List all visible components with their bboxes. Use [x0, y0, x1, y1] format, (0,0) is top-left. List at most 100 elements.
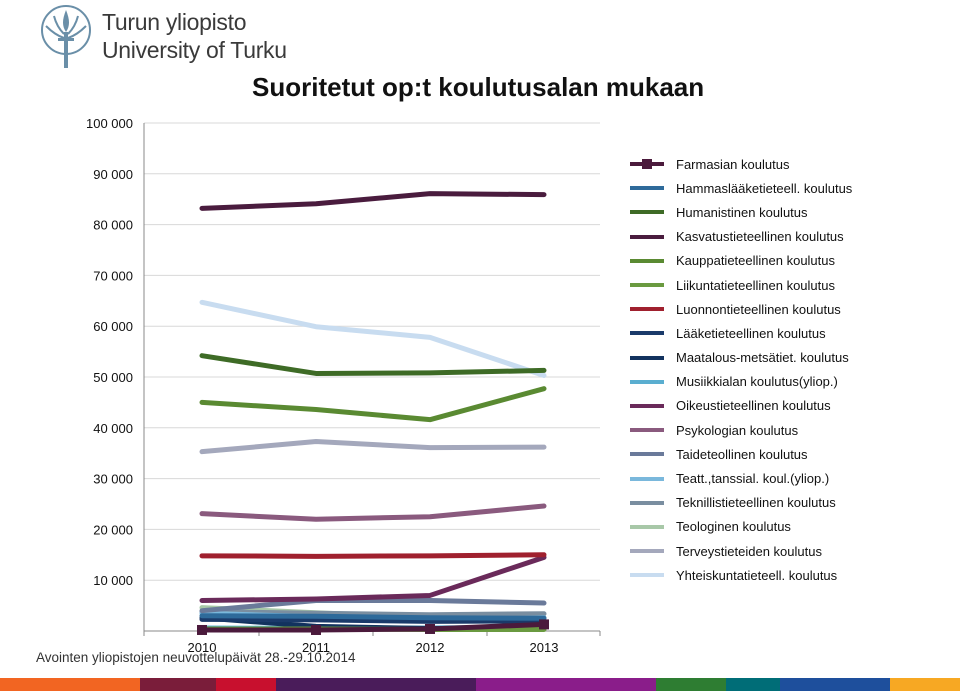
- series-line: [199, 616, 547, 624]
- logo-text-english: University of Turku: [102, 37, 287, 63]
- legend-item: Farmasian koulutus: [630, 152, 950, 176]
- y-tick-label: 20 000: [93, 522, 133, 537]
- legend-swatch: [630, 307, 664, 312]
- series-line: [199, 299, 547, 378]
- tick-labels: 10 000 20 000 30 000 40 000 50 000 60 000 70 0…: [86, 116, 558, 655]
- legend-label: Oikeustieteellinen koulutus: [676, 398, 831, 414]
- legend-label: Liikuntatieteellinen koulutus: [676, 277, 835, 293]
- legend-label: Teatt.,tanssial. koul.(yliop.): [676, 471, 830, 487]
- y-tick-label: 60 000: [93, 319, 133, 334]
- legend-swatch: [630, 283, 664, 288]
- legend-swatch: [630, 159, 664, 170]
- series-marker: [311, 624, 321, 635]
- footer-text: Avointen yliopistojen neuvottelupäivät 2…: [36, 650, 356, 665]
- legend-swatch: [630, 500, 664, 505]
- legend-swatch: [630, 331, 664, 336]
- x-tick-label: 2012: [416, 640, 445, 655]
- legend-item: Teknillistieteellinen koulutus: [630, 491, 950, 515]
- legend-item: Lääketieteellinen koulutus: [630, 321, 950, 345]
- legend-swatch: [630, 355, 664, 360]
- chart-title: Suoritetut op:t koulutusalan mukaan: [252, 72, 705, 102]
- x-tick-label: 2011: [302, 640, 330, 655]
- y-tick-label: 50 000: [93, 370, 133, 385]
- color-bar-segment: [780, 678, 890, 691]
- legend-item: Musiikkialan koulutus(yliop.): [630, 370, 950, 394]
- legend-item: Maatalous-metsätiet. koulutus: [630, 346, 950, 370]
- legend-label: Maatalous-metsätiet. koulutus: [676, 350, 849, 366]
- legend-swatch: [630, 210, 664, 215]
- legend-swatch: [630, 476, 664, 481]
- legend-item: Liikuntatieteellinen koulutus: [630, 273, 950, 297]
- x-tick-label: 2013: [530, 640, 559, 655]
- legend-label: Humanistinen koulutus: [676, 204, 808, 220]
- series-line: [199, 552, 547, 559]
- series-lines: [197, 191, 549, 635]
- legend-label: Teknillistieteellinen koulutus: [676, 495, 836, 511]
- legend-label: Hammaslääketieteell. koulutus: [676, 180, 853, 196]
- series-line: [199, 621, 547, 633]
- series-line: [199, 191, 547, 211]
- legend-item: Kauppatieteellinen koulutus: [630, 249, 950, 273]
- legend-item: Yhteiskuntatieteell. koulutus: [630, 563, 950, 587]
- legend-swatch: [630, 573, 664, 578]
- legend-swatch: [630, 403, 664, 408]
- legend-label: Kauppatieteellinen koulutus: [676, 253, 836, 269]
- university-logo: Turun yliopisto University of Turku: [36, 4, 287, 70]
- legend-item: Hammaslääketieteell. koulutus: [630, 176, 950, 200]
- legend-label: Psykologian koulutus: [676, 422, 799, 438]
- series-line: [199, 353, 547, 376]
- y-tick-label: 10 000: [93, 573, 133, 588]
- series-line: [199, 439, 547, 455]
- y-tick-label: 80 000: [93, 218, 133, 233]
- legend-item: Taideteollinen koulutus: [630, 442, 950, 466]
- legend-item: Psykologian koulutus: [630, 418, 950, 442]
- gridlines: [144, 122, 600, 632]
- legend-label: Luonnontieteellinen koulutus: [676, 301, 841, 317]
- legend-label: Musiikkialan koulutus(yliop.): [676, 374, 838, 390]
- color-bar-segment: [140, 678, 216, 691]
- legend-label: Farmasian koulutus: [676, 156, 790, 172]
- color-bar-segment: [656, 678, 726, 691]
- torch-emblem-icon: [41, 5, 91, 68]
- color-bar-segment: [216, 678, 276, 691]
- color-bar-segment: [890, 678, 960, 691]
- series-marker: [539, 619, 549, 630]
- series-line: [199, 609, 547, 618]
- legend-swatch: [630, 258, 664, 263]
- y-tick-label: 70 000: [93, 268, 133, 283]
- legend-swatch: [630, 234, 664, 239]
- legend-swatch: [630, 524, 664, 529]
- series-marker: [425, 623, 435, 634]
- legend-label: Terveystieteiden koulutus: [676, 543, 822, 559]
- color-bar-segment: [476, 678, 656, 691]
- legend-item: Luonnontieteellinen koulutus: [630, 297, 950, 321]
- series-marker: [197, 624, 207, 635]
- legend-swatch: [630, 549, 664, 554]
- series-line: [199, 503, 547, 522]
- legend-label: Kasvatustieteellinen koulutus: [676, 229, 844, 245]
- x-tick-label: 2010: [188, 640, 217, 655]
- legend-item: Terveystieteiden koulutus: [630, 539, 950, 563]
- legend-item: Kasvatustieteellinen koulutus: [630, 225, 950, 249]
- legend-label: Yhteiskuntatieteell. koulutus: [676, 567, 838, 583]
- legend-label: Taideteollinen koulutus: [676, 446, 808, 462]
- legend-swatch: [630, 452, 664, 457]
- color-bar-segment: [726, 678, 780, 691]
- legend-label: Lääketieteellinen koulutus: [676, 325, 826, 341]
- legend-item: Humanistinen koulutus: [630, 200, 950, 224]
- color-bar-segment: [276, 678, 476, 691]
- legend-swatch: [630, 186, 664, 191]
- series-line: [199, 613, 547, 621]
- series-line: [199, 386, 547, 423]
- legend-label: Teologinen koulutus: [676, 519, 791, 535]
- legend-swatch: [630, 428, 664, 433]
- color-bar-segment: [0, 678, 140, 691]
- series-line: [199, 554, 547, 604]
- brand-color-bar: [0, 678, 960, 691]
- legend-item: Teologinen koulutus: [630, 515, 950, 539]
- y-tick-label: 40 000: [93, 421, 133, 436]
- logo-text-finnish: Turun yliopisto: [102, 9, 247, 35]
- series-line: [199, 598, 547, 614]
- y-tick-label: 90 000: [93, 167, 133, 182]
